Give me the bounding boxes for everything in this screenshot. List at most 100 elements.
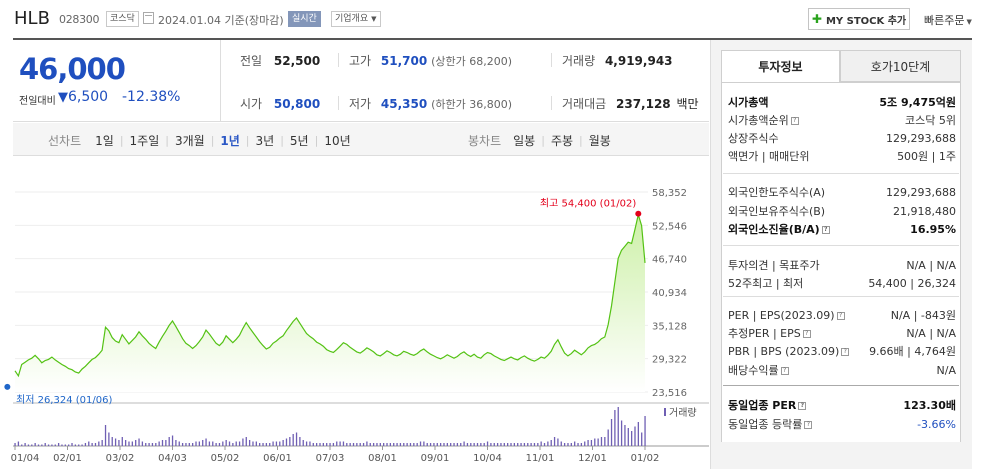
invest-info-label: 시가총액 (728, 96, 769, 109)
volume-bar (366, 441, 368, 446)
volume-bar (161, 440, 164, 446)
volume-bar (128, 441, 130, 446)
open-value: 50,800 (273, 97, 321, 111)
period-tab[interactable]: 1주일 (129, 134, 160, 148)
tab-hoga-10[interactable]: 호가10단계 (840, 50, 961, 82)
company-overview-button[interactable]: 기업개요 ▼ (331, 11, 381, 27)
volume-bar (312, 443, 314, 446)
x-tick-label: 01/02 (631, 453, 660, 464)
volume-bar (550, 440, 552, 446)
line-chart-label: 선차트 (48, 134, 82, 148)
volume-bar (178, 441, 180, 446)
invest-info-row: 52주최고 | 최저 54,400 | 26,324 (728, 275, 956, 291)
x-tick-label: 09/01 (421, 453, 450, 464)
high-price: 고가 51,700 (상한가 68,200) (349, 52, 512, 69)
volume-bar (41, 444, 43, 446)
volume-bar (607, 429, 609, 446)
amount-unit: 백만 (676, 97, 699, 111)
volume-bar (124, 440, 127, 446)
volume-bar (356, 443, 358, 446)
invest-info-value: 9.66배 | 4,764원 (869, 345, 956, 358)
help-icon[interactable]: ? (780, 367, 789, 375)
volume-bar (252, 441, 254, 446)
volume-bar (275, 441, 278, 446)
y-tick-label: 58,352 (652, 188, 687, 199)
period-tab[interactable]: 5년 (289, 134, 309, 148)
candle-tab[interactable]: 주봉 (550, 134, 574, 148)
volume-bar (282, 440, 284, 446)
volume-bar (456, 443, 459, 446)
chevron-down-icon: ▼ (966, 18, 972, 26)
volume-bar (513, 443, 516, 446)
volume-bar (114, 438, 117, 446)
volume-bar (192, 443, 194, 446)
volume-bar (413, 443, 415, 446)
divider (551, 96, 552, 110)
stock-name: HLB (14, 8, 50, 29)
plus-icon: ✚ (811, 12, 822, 26)
period-tab[interactable]: 1년 (220, 134, 240, 148)
company-overview-label: 기업개요 (335, 14, 369, 24)
base-date: 2024.01.04 기준(장마감) (158, 14, 284, 27)
x-tick-label: 11/01 (526, 453, 555, 464)
y-tick-label: 52,546 (652, 221, 687, 232)
help-icon[interactable]: ? (836, 311, 845, 320)
volume-bar (279, 441, 281, 446)
help-icon[interactable]: ? (802, 330, 811, 338)
divider: | (119, 134, 124, 147)
volume-bar (362, 443, 365, 446)
period-tab[interactable]: 10년 (324, 134, 351, 148)
x-tick-label: 08/01 (368, 453, 397, 464)
period-tab[interactable]: 3년 (255, 134, 275, 148)
prev-close: 전일 52,500 (240, 52, 320, 69)
candle-tab[interactable]: 일봉 (513, 134, 536, 148)
divider: | (210, 134, 215, 147)
lower-limit: (하한가 36,800) (431, 98, 512, 111)
add-mystock-button[interactable]: ✚ MY STOCK 추가 (808, 8, 910, 30)
volume-bar (336, 441, 338, 446)
volume-bar (423, 441, 425, 446)
volume-bar (245, 437, 247, 446)
volume-bar (295, 432, 298, 446)
high-value: 51,700 (380, 54, 428, 68)
volume-bar (527, 443, 529, 446)
volume-bar (473, 443, 475, 446)
volume-bar (155, 443, 157, 446)
volume-bar (600, 437, 603, 446)
volume-bar (37, 444, 40, 446)
prev-close-label: 전일 (240, 54, 263, 68)
candle-tab[interactable]: 월봉 (588, 134, 611, 148)
help-icon[interactable]: ? (804, 421, 813, 429)
period-tab[interactable]: 3개월 (174, 134, 205, 148)
volume-bar (269, 443, 271, 446)
divider (338, 96, 339, 110)
invest-info-value: N/A (936, 363, 956, 377)
volume-bar (289, 437, 291, 446)
volume-bar (168, 437, 170, 446)
volume-bar (503, 443, 505, 446)
period-tab[interactable]: 1일 (95, 134, 114, 148)
volume-bar (248, 440, 251, 446)
invest-info-value: 129,293,688 (886, 131, 956, 145)
help-icon[interactable]: ? (798, 402, 807, 410)
volume-bar (171, 435, 174, 446)
volume-bar (610, 419, 613, 446)
help-icon[interactable]: ? (841, 347, 850, 356)
volume-bar (433, 443, 435, 446)
quick-order-button[interactable]: 빠른주문 ▼ (924, 12, 972, 28)
period-bar (13, 123, 709, 156)
invest-info-label: 동일업종 PER? (728, 397, 807, 413)
tab-invest-info[interactable]: 투자정보 (721, 50, 840, 82)
volume-bar (212, 441, 214, 446)
realtime-button[interactable]: 실시간 (288, 11, 321, 27)
volume-bar (135, 440, 137, 446)
invest-info-value: 129,293,688 (886, 185, 956, 199)
section-divider (723, 173, 959, 174)
volume-bar (617, 407, 619, 446)
invest-info-value: N/A | N/A (906, 258, 956, 272)
volume-legend-swatch (664, 408, 666, 416)
help-icon[interactable]: ? (790, 117, 799, 125)
help-icon[interactable]: ? (821, 226, 830, 234)
volume-bar (406, 443, 408, 446)
x-tick-label: 06/01 (263, 453, 292, 464)
